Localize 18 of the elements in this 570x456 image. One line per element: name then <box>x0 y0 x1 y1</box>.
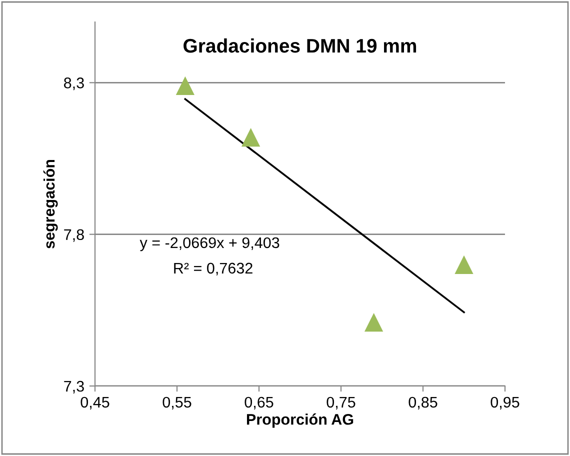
text: Gradaciones DMN 19 mm <box>184 38 416 53</box>
y-axis-title: segregación <box>43 160 58 248</box>
x-tick-label: 0,55 <box>162 396 192 410</box>
x-tick-label: 0,75 <box>326 396 356 410</box>
point <box>176 76 195 96</box>
x-tick-label: 0,45 <box>80 396 110 410</box>
point <box>364 312 384 332</box>
point <box>454 255 474 274</box>
x-tick-label: 0,95 <box>490 396 520 410</box>
point <box>241 128 260 147</box>
y-tick-label: 7,3 <box>64 380 84 394</box>
x-tick-label: 0,85 <box>408 396 438 410</box>
y-tick-label: 8,3 <box>64 78 84 90</box>
x-axis-title: Proporción AG <box>246 413 354 428</box>
x-tick-label: 0,65 <box>244 396 274 410</box>
y-tick-label: 7,8 <box>64 229 84 242</box>
annotation: y = -2,0669x + 9,403 <box>140 237 280 252</box>
annotation: R² = 0,7632 <box>174 262 252 276</box>
